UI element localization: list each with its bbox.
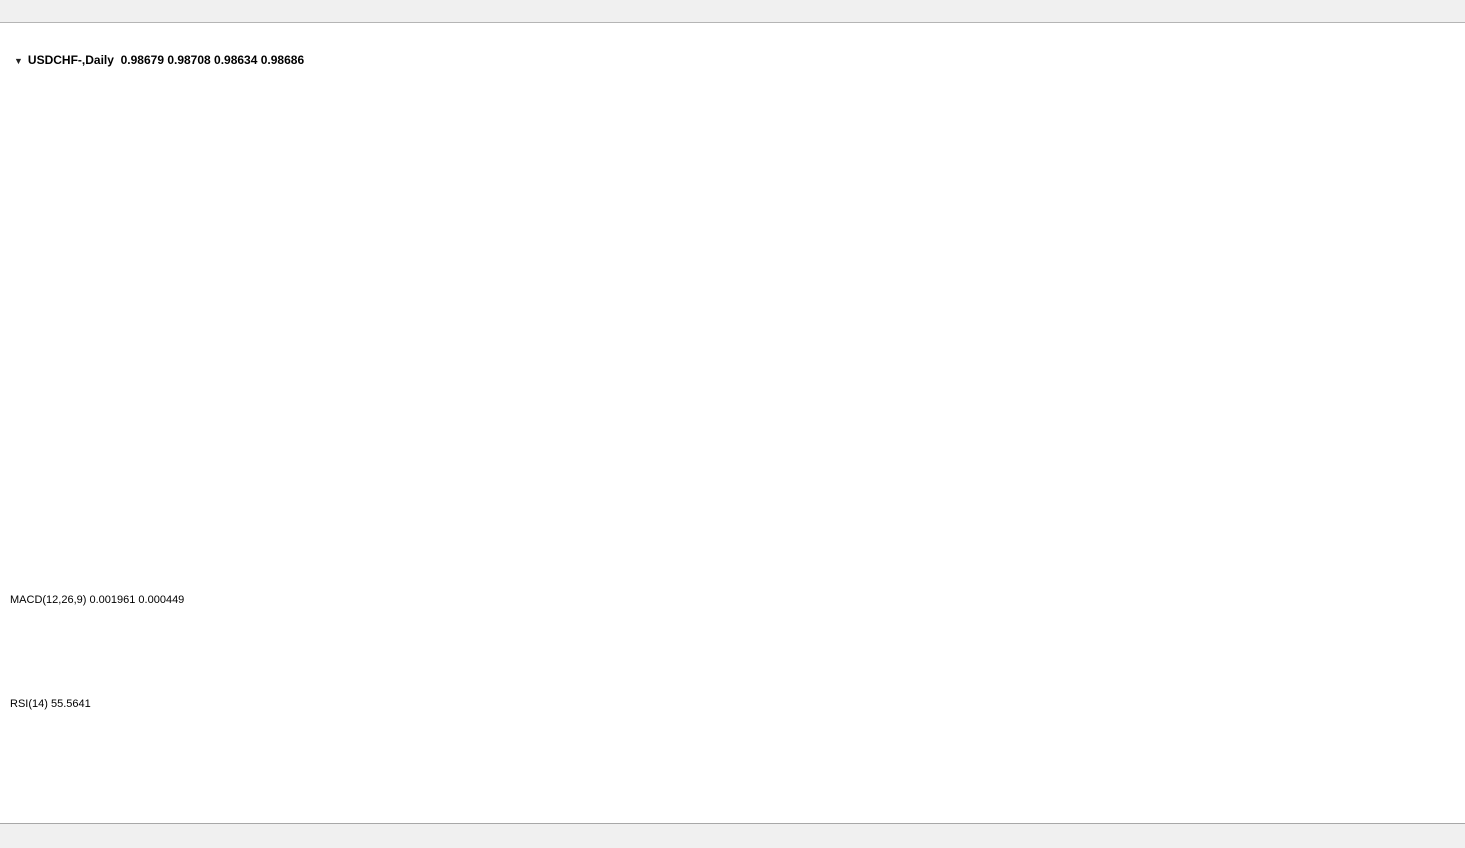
chart-title: ▼ USDCHF-,Daily 0.98679 0.98708 0.98634 0…: [14, 53, 304, 67]
chart-window[interactable]: ▼ USDCHF-,Daily 0.98679 0.98708 0.98634 0…: [0, 24, 1465, 823]
symbol-tab-bar: [0, 823, 1465, 848]
chart-collapse-icon[interactable]: ▼: [14, 56, 23, 66]
chart-ohlc-values: 0.98679 0.98708 0.98634 0.98686: [120, 53, 305, 67]
timeframe-toolbar: [0, 0, 1465, 23]
chart-symbol-label: USDCHF-,Daily: [27, 53, 114, 67]
rsi-indicator-label: RSI(14) 55.5641: [10, 698, 91, 710]
macd-indicator-label: MACD(12,26,9) 0.001961 0.000449: [10, 594, 185, 606]
price-chart-canvas[interactable]: [0, 24, 1465, 848]
